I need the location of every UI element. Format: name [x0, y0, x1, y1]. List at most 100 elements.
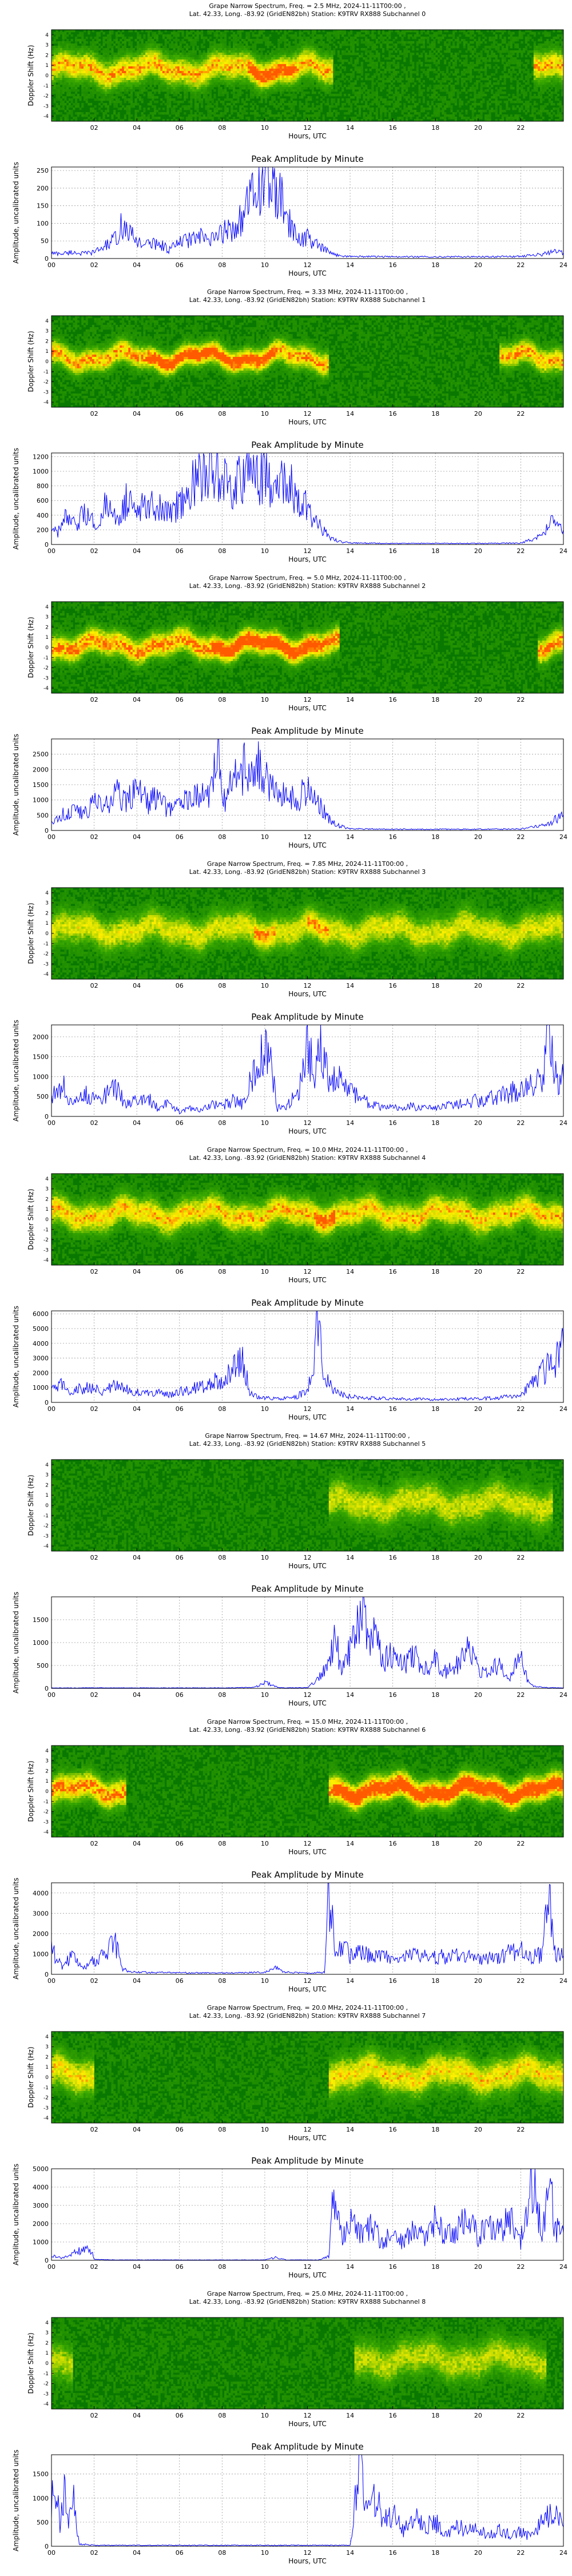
spectrogram-cell	[192, 39, 194, 41]
spectrogram-cell	[79, 96, 81, 98]
spectrogram-cell	[94, 50, 97, 53]
spectrogram-cell	[111, 66, 113, 69]
spectrogram-cell	[173, 110, 176, 112]
spectrogram-cell	[177, 66, 180, 69]
spectrogram-cell	[194, 89, 197, 92]
spectrogram-cell	[71, 87, 73, 89]
spectrogram-cell	[73, 43, 75, 46]
spectrogram-cell	[86, 92, 88, 94]
spectrogram-cell	[158, 82, 160, 85]
spectrogram-cell	[88, 69, 90, 71]
spectrogram-cell	[111, 96, 113, 98]
spectrogram-cell	[158, 66, 160, 69]
spectrogram-cell	[77, 82, 80, 85]
spectrogram-cell	[156, 78, 158, 80]
spectrogram-cell	[64, 43, 66, 46]
spectrogram-cell	[55, 59, 58, 62]
spectrogram-cell	[126, 59, 129, 62]
spectrogram-cell	[105, 80, 107, 82]
spectrogram-cell	[105, 82, 107, 85]
spectrogram-cell	[81, 50, 84, 53]
spectrogram-cell	[75, 101, 77, 103]
spectrogram-cell	[71, 43, 73, 46]
spectrogram-cell	[197, 85, 199, 87]
spectrogram-cell	[60, 82, 62, 85]
spectrogram-cell	[134, 64, 137, 66]
spectrogram-cell	[128, 105, 130, 108]
spectrogram-cell	[188, 85, 190, 87]
spectrogram-cell	[103, 87, 105, 89]
spectrogram-cell	[116, 32, 118, 34]
spectrogram-cell	[139, 78, 141, 80]
spectrogram-cell	[197, 108, 199, 110]
spectrogram-cell	[116, 82, 118, 85]
spectrogram-cell	[55, 48, 58, 50]
spectrogram-cell	[105, 48, 107, 50]
spectrogram-cell	[113, 62, 116, 64]
spectrogram-cell	[134, 62, 137, 64]
spectrogram-cell	[69, 71, 71, 73]
spectrogram-cell	[120, 108, 122, 110]
spectrogram-cell	[118, 89, 120, 92]
spectrogram-cell	[98, 98, 101, 101]
spectrogram-cell	[66, 85, 69, 87]
spectrogram-cell	[62, 39, 65, 41]
spectrogram-cell	[158, 43, 160, 46]
spectrogram-cell	[113, 73, 116, 75]
spectrogram-cell	[192, 71, 194, 73]
spectrogram-cell	[148, 114, 150, 117]
spectrogram-cell	[92, 43, 94, 46]
spectrogram-cell	[103, 92, 105, 94]
spectrogram-cell	[66, 57, 69, 59]
spectrogram-cell	[173, 50, 176, 53]
spectrogram-cell	[94, 69, 97, 71]
spectrogram-cell	[111, 55, 113, 57]
spectrogram-cell	[71, 80, 73, 82]
spectrogram-cell	[188, 78, 190, 80]
spectrogram-cell	[190, 80, 192, 82]
spectrogram-cell	[66, 48, 69, 50]
spectrogram-cell	[162, 50, 165, 53]
spectrogram-cell	[141, 112, 144, 114]
spectrogram-cell	[96, 94, 98, 96]
spectrogram-cell	[79, 62, 81, 64]
spectrogram-cell	[154, 41, 156, 43]
spectrogram-cell	[148, 82, 150, 85]
spectrogram-cell	[154, 75, 156, 78]
spectrogram-cell	[84, 96, 86, 98]
spectrogram-cell	[188, 66, 190, 69]
spectrogram-cell	[107, 37, 109, 39]
spectrogram-cell	[162, 89, 165, 92]
spectrogram-cell	[162, 75, 165, 78]
spectrogram-cell	[51, 69, 54, 71]
spectrogram-cell	[124, 89, 126, 92]
spectrogram-cell	[60, 71, 62, 73]
spectrogram-cell	[162, 87, 165, 89]
spectrogram-cell	[66, 59, 69, 62]
spectrogram-cell	[194, 43, 197, 46]
spectrogram-cell	[173, 64, 176, 66]
spectrogram-cell	[103, 39, 105, 41]
spectrogram-cell	[128, 78, 130, 80]
spectrogram-cell	[171, 57, 173, 59]
spectrogram-cell	[120, 85, 122, 87]
spectrogram-cell	[137, 96, 139, 98]
spectrogram-cell	[109, 96, 112, 98]
spectrogram-cell	[84, 41, 86, 43]
spectrogram-cell	[143, 37, 145, 39]
spectrogram-cell	[77, 55, 80, 57]
spectrogram-cell	[58, 78, 60, 80]
spectrogram-cell	[84, 78, 86, 80]
spectrogram-cell	[148, 64, 150, 66]
spectrogram-cell	[148, 43, 150, 46]
spectrogram-cell	[162, 73, 165, 75]
spectrogram-cell	[171, 43, 173, 46]
spectrogram-cell	[150, 30, 152, 32]
spectrogram-cell	[128, 80, 130, 82]
spectrogram-cell	[118, 64, 120, 66]
spectrogram-cell	[66, 87, 69, 89]
spectrogram-cell	[165, 66, 167, 69]
spectrogram-cell	[156, 46, 158, 48]
spectrogram-cell	[165, 78, 167, 80]
spectrogram-cell	[98, 87, 101, 89]
